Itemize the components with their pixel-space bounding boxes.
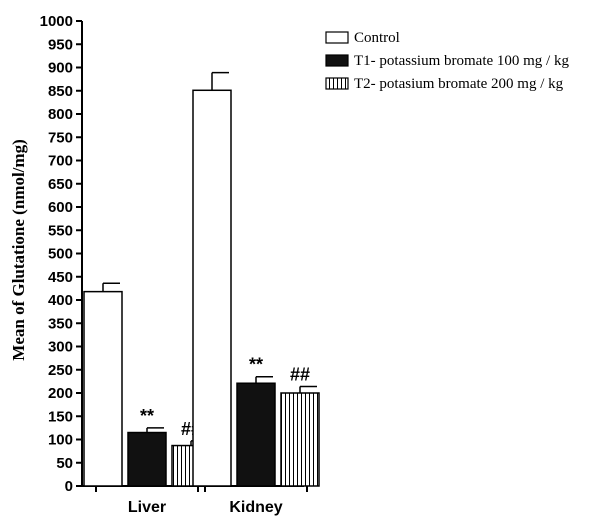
y-tick-label: 650 (48, 176, 73, 193)
legend-swatch (325, 77, 349, 90)
bar-t2-kidney (280, 392, 320, 487)
y-tick-label: 600 (48, 199, 73, 216)
y-tick-label: 200 (48, 385, 73, 402)
y-tick-label: 700 (48, 153, 73, 170)
y-tick-label: 800 (48, 106, 73, 123)
legend: Control T1- potassium bromate 100 mg / kg… (325, 30, 569, 92)
legend-swatch (325, 31, 349, 44)
axes: 0 50 100 150 200 250 300 350 400 450 500 550 600 650 7… (40, 13, 308, 516)
y-tick-label: 100 (48, 432, 73, 449)
legend-swatch (325, 54, 349, 67)
y-tick-label: 950 (48, 36, 73, 53)
legend-label: Control (354, 30, 400, 46)
y-tick-label: 450 (48, 269, 73, 286)
y-tick-label: 350 (48, 315, 73, 332)
y-tick-label: 300 (48, 339, 73, 356)
y-tick-label: 850 (48, 83, 73, 100)
significance-label: ** (249, 355, 263, 375)
y-tick-label: 900 (48, 60, 73, 77)
x-category-label: Kidney (229, 499, 282, 516)
y-tick-label: 250 (48, 362, 73, 379)
bar-t1-kidney (236, 382, 276, 487)
y-tick-label: 1000 (40, 13, 73, 30)
legend-label: T2- potasium bromate 200 mg / kg (354, 76, 564, 92)
y-tick-label: 50 (56, 455, 73, 472)
significance-label: ** (140, 406, 154, 426)
y-tick-label: 500 (48, 246, 73, 263)
bar-control-liver (83, 290, 123, 487)
bar-control-kidney (192, 89, 232, 487)
x-category-label: Liver (128, 499, 166, 516)
y-tick-label: 400 (48, 292, 73, 309)
bars: **##** ## (83, 71, 320, 487)
significance-label: ## (290, 364, 310, 384)
y-axis-title: Mean of Glutatione (nmol/mg) (9, 139, 28, 360)
y-tick-label: 150 (48, 408, 73, 425)
legend-label: T1- potassium bromate 100 mg / kg (354, 53, 569, 69)
y-tick-label: 0 (65, 478, 73, 495)
bar-t1-liver (127, 431, 167, 487)
y-tick-label: 550 (48, 222, 73, 239)
y-tick-label: 750 (48, 129, 73, 146)
